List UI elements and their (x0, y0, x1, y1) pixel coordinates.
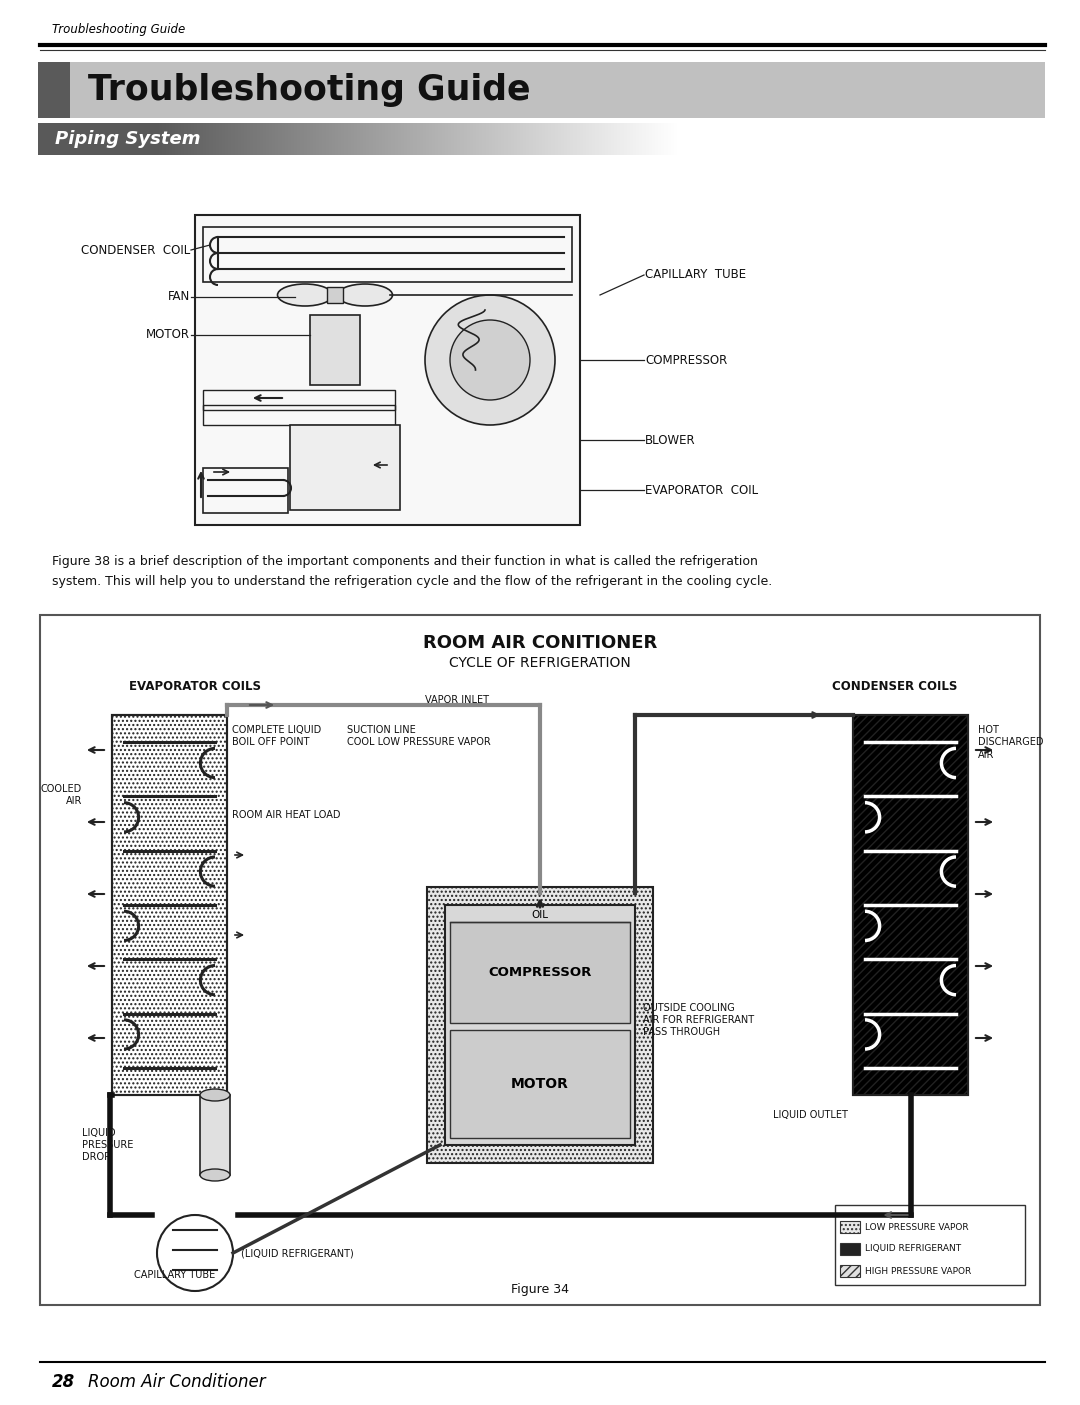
Bar (835, 1205, 1025, 1286)
Text: CONDENSER COILS: CONDENSER COILS (833, 680, 958, 694)
Text: CAPILLARY  TUBE: CAPILLARY TUBE (645, 268, 746, 281)
Bar (195, 215, 580, 525)
Bar (853, 715, 968, 1094)
Ellipse shape (200, 1169, 230, 1182)
Text: MOTOR: MOTOR (146, 329, 190, 341)
Text: (LIQUID REFRIGERANT): (LIQUID REFRIGERANT) (241, 1248, 354, 1257)
Text: Troubleshooting Guide: Troubleshooting Guide (52, 24, 186, 37)
Text: SUCTION LINE
COOL LOW PRESSURE VAPOR: SUCTION LINE COOL LOW PRESSURE VAPOR (347, 725, 490, 747)
Text: EVAPORATOR  COIL: EVAPORATOR COIL (645, 483, 758, 496)
Bar (203, 228, 572, 282)
Bar (38, 62, 70, 118)
Bar (112, 715, 227, 1094)
Bar (203, 468, 288, 513)
Text: LIQUID OUTLET: LIQUID OUTLET (773, 1110, 848, 1120)
Text: ROOM AIR HEAT LOAD: ROOM AIR HEAT LOAD (232, 811, 340, 821)
Text: BLOWER: BLOWER (645, 434, 696, 447)
Bar (840, 1264, 860, 1277)
Circle shape (157, 1215, 233, 1291)
Text: COOLED
AIR: COOLED AIR (41, 784, 82, 806)
Bar (38, 62, 1045, 118)
Bar (445, 905, 635, 1145)
Text: Piping System: Piping System (55, 131, 201, 148)
Text: Figure 34: Figure 34 (511, 1284, 569, 1297)
Bar (291, 424, 400, 510)
Text: HIGH PRESSURE VAPOR: HIGH PRESSURE VAPOR (865, 1266, 971, 1276)
Text: Troubleshooting Guide: Troubleshooting Guide (87, 73, 530, 107)
Ellipse shape (337, 284, 392, 306)
Text: COMPRESSOR: COMPRESSOR (488, 965, 592, 979)
Bar (203, 405, 395, 424)
Bar (327, 287, 343, 303)
Text: Room Air Conditioner: Room Air Conditioner (87, 1373, 266, 1391)
Text: FAN: FAN (167, 291, 190, 303)
Bar (40, 615, 1040, 1305)
Bar (840, 1221, 860, 1234)
Text: LIQUID REFRIGERANT: LIQUID REFRIGERANT (865, 1245, 961, 1253)
Bar (450, 1030, 630, 1138)
Ellipse shape (200, 1089, 230, 1102)
Text: ROOM AIR CONITIONER: ROOM AIR CONITIONER (423, 634, 657, 652)
Bar (840, 1243, 860, 1255)
Text: CONDENSER  COIL: CONDENSER COIL (81, 243, 190, 257)
Text: LOW PRESSURE VAPOR: LOW PRESSURE VAPOR (865, 1222, 969, 1232)
Text: MOTOR: MOTOR (511, 1076, 569, 1090)
Bar (853, 715, 968, 1094)
Bar (200, 1094, 230, 1175)
Text: 28: 28 (52, 1373, 76, 1391)
Text: OIL: OIL (531, 909, 549, 920)
Text: VAPOR INLET: VAPOR INLET (426, 695, 489, 705)
Text: LIQUID
PRESSURE
DROP: LIQUID PRESSURE DROP (82, 1128, 133, 1162)
Bar (112, 715, 227, 1094)
Text: COMPRESSOR: COMPRESSOR (645, 354, 727, 367)
Text: CYCLE OF REFRIGERATION: CYCLE OF REFRIGERATION (449, 656, 631, 670)
Circle shape (450, 320, 530, 400)
Text: EVAPORATOR COILS: EVAPORATOR COILS (129, 680, 261, 694)
Ellipse shape (278, 284, 333, 306)
Bar (203, 391, 395, 410)
Text: OUTSIDE COOLING
AIR FOR REFRIGERANT
PASS THROUGH: OUTSIDE COOLING AIR FOR REFRIGERANT PASS… (643, 1003, 754, 1037)
Text: HOT
DISCHARGED
AIR: HOT DISCHARGED AIR (978, 725, 1043, 760)
Bar (450, 922, 630, 1023)
Bar (427, 887, 653, 1163)
Circle shape (426, 295, 555, 424)
Text: CAPILLARY TUBE: CAPILLARY TUBE (134, 1270, 216, 1280)
Bar (310, 315, 360, 385)
Text: Figure 38 is a brief description of the important components and their function : Figure 38 is a brief description of the … (52, 555, 772, 589)
Text: COMPLETE LIQUID
BOIL OFF POINT: COMPLETE LIQUID BOIL OFF POINT (232, 725, 321, 747)
